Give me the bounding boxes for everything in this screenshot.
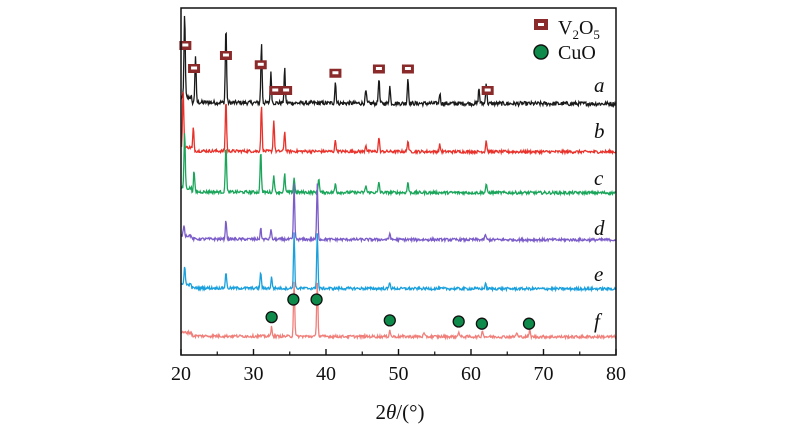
series-label-c: c [594,166,604,190]
legend-marker-v2o5-inner [538,23,544,26]
series-curves [180,15,617,341]
marker-v2o5-inner [182,43,189,47]
series-curve-a [180,15,617,109]
x-tick-label-30: 30 [244,363,264,385]
series-label-a: a [594,73,605,97]
marker-v2o5-inner [332,71,339,75]
marker-cuo [310,293,323,306]
marker-cuo [452,315,465,328]
marker-v2o5-inner [283,88,290,92]
axes [180,7,617,356]
series-label-f: f [594,309,603,333]
series-curve-d [180,183,617,244]
x-tick-label-40: 40 [316,363,336,385]
marker-v2o5-inner [191,66,198,70]
series-curve-b [180,92,617,156]
marker-v2o5-inner [222,53,229,57]
x-tick-label-20: 20 [171,363,191,385]
marker-v2o5-inner [484,88,491,92]
legend-marker-cuo [533,44,549,60]
x-tick-label-80: 80 [606,363,626,385]
series-label-b: b [594,119,605,143]
marker-cuo [383,314,396,327]
x-tick-label-60: 60 [461,363,481,385]
x-axis-title: 2θ/(°) [375,400,424,424]
marker-v2o5-inner [272,88,279,92]
peak-markers [179,41,536,330]
legend-label-cuo: CuO [558,42,596,64]
legend: V2O5 CuO [533,17,600,64]
marker-v2o5-inner [404,67,411,70]
marker-v2o5-inner [257,62,264,66]
series-labels: abc def [594,73,605,333]
x-tick-label-70: 70 [534,363,554,385]
marker-cuo [475,317,489,330]
marker-cuo [265,310,278,324]
x-ticks: 20 30 40 50 60 70 80 [171,349,626,385]
series-curve-c [180,133,617,197]
series-curve-f [180,281,617,341]
plot-frame [180,7,617,356]
series-curve-e [180,232,617,293]
marker-cuo [522,317,536,330]
marker-cuo [287,293,300,306]
legend-label-v2o5: V2O5 [558,17,600,42]
series-label-d: d [594,216,605,240]
marker-v2o5-inner [375,67,382,70]
series-label-e: e [594,262,603,286]
x-tick-label-50: 50 [389,363,409,385]
